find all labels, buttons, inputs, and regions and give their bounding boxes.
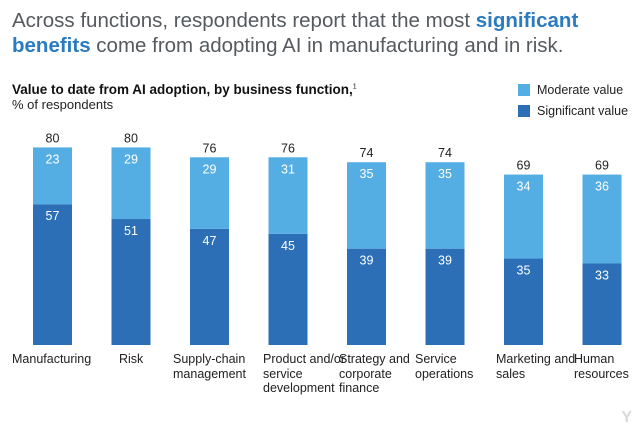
category-label: Strategy and corporate finance	[339, 352, 410, 395]
category-label: Product and/or service development	[263, 352, 345, 395]
data-label-moderate: 35	[360, 167, 374, 181]
bar-significant	[347, 248, 386, 345]
data-label-significant: 39	[438, 254, 452, 268]
category-label: Service operations	[415, 352, 474, 381]
chart-title-footnote: 1	[352, 83, 357, 91]
bar-moderate	[504, 174, 543, 259]
bar-significant	[111, 219, 151, 345]
data-label-moderate: 23	[46, 152, 60, 166]
bar-moderate	[582, 174, 622, 264]
chart-legend: Moderate value Significant value	[518, 80, 628, 122]
bar-moderate	[347, 162, 386, 249]
bar-significant	[190, 228, 229, 345]
chart-title: Value to date from AI adoption, by busin…	[12, 82, 357, 97]
data-label-total: 76	[281, 141, 295, 155]
data-label-total: 69	[595, 159, 609, 173]
legend-item-moderate: Moderate value	[518, 80, 628, 99]
headline-part2: come from adopting AI in manufacturing a…	[90, 34, 564, 57]
category-label: Manufacturing	[12, 352, 92, 366]
data-label-total: 76	[203, 141, 217, 155]
data-label-moderate: 29	[124, 152, 138, 166]
data-label-total: 74	[438, 146, 452, 160]
bar-moderate	[111, 147, 151, 220]
headline-emphasis-1: significant	[475, 9, 579, 32]
data-label-moderate: 31	[281, 162, 295, 176]
category-label: Supply-chain management	[173, 352, 246, 381]
bar-moderate	[190, 157, 229, 229]
chart-unit-label: % of respondents	[12, 97, 114, 112]
bar-significant	[582, 263, 622, 345]
watermark-logo: Y	[621, 409, 632, 426]
bar-moderate	[33, 147, 72, 205]
headline-part1: Across functions, respondents report tha…	[12, 9, 476, 32]
bar-moderate	[268, 157, 308, 234]
legend-swatch-moderate	[518, 83, 530, 96]
bar-moderate	[425, 162, 465, 249]
bar-significant	[425, 248, 465, 345]
headline-emphasis-2: benefits	[12, 34, 91, 57]
legend-item-significant: Significant value	[518, 101, 628, 120]
headline: Across functions, respondents report tha…	[12, 8, 632, 58]
legend-swatch-significant	[518, 104, 530, 117]
data-label-total: 80	[46, 131, 60, 145]
data-label-moderate: 35	[438, 167, 452, 181]
data-label-significant: 35	[517, 264, 531, 278]
data-label-moderate: 34	[517, 180, 531, 194]
bar-significant	[33, 204, 72, 345]
chart-title-text: Value to date from AI adoption, by busin…	[12, 82, 353, 97]
data-label-significant: 47	[203, 234, 217, 248]
data-label-significant: 57	[46, 209, 60, 223]
bar-significant	[268, 233, 308, 345]
category-label: Marketing and sales	[496, 352, 576, 381]
data-label-moderate: 29	[203, 162, 217, 176]
category-label: Human resources	[574, 352, 629, 381]
data-label-moderate: 36	[595, 180, 609, 194]
legend-label-significant: Significant value	[537, 103, 629, 118]
category-label: Risk	[119, 352, 144, 366]
data-label-significant: 39	[360, 254, 374, 268]
data-label-significant: 33	[595, 268, 609, 282]
legend-label-moderate: Moderate value	[537, 82, 624, 97]
data-label-total: 80	[124, 131, 138, 145]
data-label-significant: 51	[124, 224, 138, 238]
data-label-total: 69	[517, 159, 531, 173]
data-label-total: 74	[360, 146, 374, 160]
bar-significant	[504, 258, 543, 345]
data-label-significant: 45	[281, 239, 295, 253]
